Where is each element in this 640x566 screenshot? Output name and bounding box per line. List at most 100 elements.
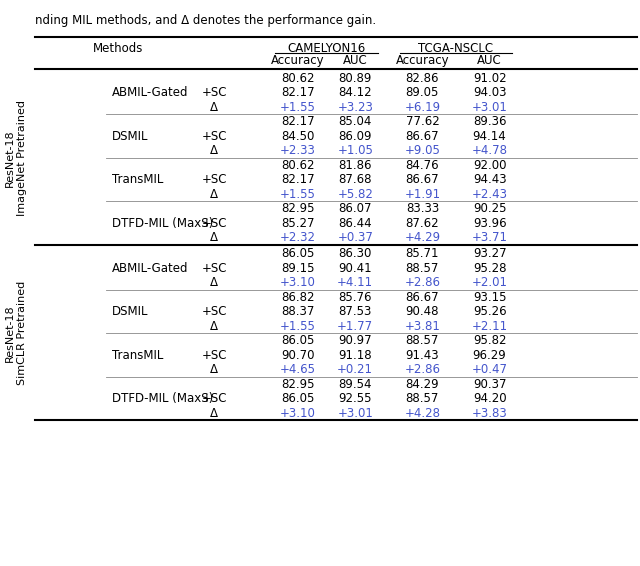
Text: 85.27: 85.27 [281,217,314,230]
Text: DTFD-MIL (MaxS): DTFD-MIL (MaxS) [112,392,213,405]
Text: +4.28: +4.28 [404,406,440,419]
Text: Methods: Methods [93,42,143,55]
Text: CAMELYON16: CAMELYON16 [287,42,365,55]
Text: +3.83: +3.83 [472,406,508,419]
Text: +4.11: +4.11 [337,276,373,289]
Text: +2.01: +2.01 [472,276,508,289]
Text: DTFD-MIL (MaxS): DTFD-MIL (MaxS) [112,217,213,230]
Text: 82.17: 82.17 [281,115,314,128]
Text: 94.43: 94.43 [473,173,506,186]
Text: Δ: Δ [211,406,218,419]
Text: +SC: +SC [202,349,227,362]
Text: +3.01: +3.01 [472,101,508,114]
Text: 87.53: 87.53 [339,305,372,318]
Text: 90.25: 90.25 [473,202,506,215]
Text: 84.29: 84.29 [406,378,439,391]
Text: +SC: +SC [202,261,227,275]
Text: +6.19: +6.19 [404,101,440,114]
Text: 93.27: 93.27 [473,247,506,260]
Text: 80.62: 80.62 [281,72,314,84]
Text: 93.96: 93.96 [473,217,506,230]
Text: TransMIL: TransMIL [112,349,163,362]
Text: 82.95: 82.95 [281,202,314,215]
Text: 88.57: 88.57 [406,261,439,275]
Text: +SC: +SC [202,173,227,186]
Text: 92.55: 92.55 [339,392,372,405]
Text: Accuracy: Accuracy [396,54,449,67]
Text: Δ: Δ [211,363,218,376]
Text: +2.86: +2.86 [404,363,440,376]
Text: DSMIL: DSMIL [112,305,148,318]
Text: 84.76: 84.76 [406,158,439,171]
Text: +SC: +SC [202,130,227,143]
Text: 77.62: 77.62 [406,115,439,128]
Text: +0.37: +0.37 [337,231,373,244]
Text: 89.36: 89.36 [473,115,506,128]
Text: 84.50: 84.50 [281,130,314,143]
Text: +2.33: +2.33 [280,144,316,157]
Text: 86.30: 86.30 [339,247,372,260]
Text: 90.37: 90.37 [473,378,506,391]
Text: 90.97: 90.97 [339,334,372,347]
Text: 91.18: 91.18 [339,349,372,362]
Text: +3.71: +3.71 [472,231,508,244]
Text: 90.70: 90.70 [281,349,314,362]
Text: +0.21: +0.21 [337,363,373,376]
Text: 90.48: 90.48 [406,305,439,318]
Text: 89.54: 89.54 [339,378,372,391]
Text: 90.41: 90.41 [339,261,372,275]
Text: ResNet-18
SimCLR Pretrained: ResNet-18 SimCLR Pretrained [5,281,27,385]
Text: TCGA-NSCLC: TCGA-NSCLC [419,42,493,55]
Text: 91.43: 91.43 [406,349,439,362]
Text: 84.12: 84.12 [339,86,372,99]
Text: 81.86: 81.86 [339,158,372,171]
Text: 86.05: 86.05 [281,247,314,260]
Text: +2.11: +2.11 [472,320,508,333]
Text: 85.71: 85.71 [406,247,439,260]
Text: +2.43: +2.43 [472,187,508,200]
Text: Δ: Δ [211,231,218,244]
Text: +9.05: +9.05 [404,144,440,157]
Text: +SC: +SC [202,305,227,318]
Text: 82.86: 82.86 [406,72,439,84]
Text: +1.77: +1.77 [337,320,373,333]
Text: Accuracy: Accuracy [271,54,324,67]
Text: TransMIL: TransMIL [112,173,163,186]
Text: 82.17: 82.17 [281,173,314,186]
Text: 88.37: 88.37 [281,305,314,318]
Text: 86.67: 86.67 [406,290,439,303]
Text: 96.29: 96.29 [473,349,506,362]
Text: 83.33: 83.33 [406,202,439,215]
Text: +4.78: +4.78 [472,144,508,157]
Text: +3.81: +3.81 [404,320,440,333]
Text: 94.20: 94.20 [473,392,506,405]
Text: 86.05: 86.05 [281,334,314,347]
Text: 91.02: 91.02 [473,72,506,84]
Text: +SC: +SC [202,86,227,99]
Text: 95.28: 95.28 [473,261,506,275]
Text: +2.32: +2.32 [280,231,316,244]
Text: +1.55: +1.55 [280,320,316,333]
Text: +3.01: +3.01 [337,406,373,419]
Text: 93.15: 93.15 [473,290,506,303]
Text: +4.65: +4.65 [280,363,316,376]
Text: +5.82: +5.82 [337,187,373,200]
Text: +3.10: +3.10 [280,276,316,289]
Text: +1.05: +1.05 [337,144,373,157]
Text: 87.68: 87.68 [339,173,372,186]
Text: 82.17: 82.17 [281,86,314,99]
Text: +1.91: +1.91 [404,187,440,200]
Text: ABMIL-Gated: ABMIL-Gated [112,261,189,275]
Text: 80.89: 80.89 [339,72,372,84]
Text: 80.62: 80.62 [281,158,314,171]
Text: +1.55: +1.55 [280,187,316,200]
Text: +4.29: +4.29 [404,231,440,244]
Text: 88.57: 88.57 [406,392,439,405]
Text: 86.07: 86.07 [339,202,372,215]
Text: 86.44: 86.44 [339,217,372,230]
Text: Δ: Δ [211,276,218,289]
Text: +1.55: +1.55 [280,101,316,114]
Text: 88.57: 88.57 [406,334,439,347]
Text: ResNet-18
ImageNet Pretrained: ResNet-18 ImageNet Pretrained [5,100,27,216]
Text: +0.47: +0.47 [472,363,508,376]
